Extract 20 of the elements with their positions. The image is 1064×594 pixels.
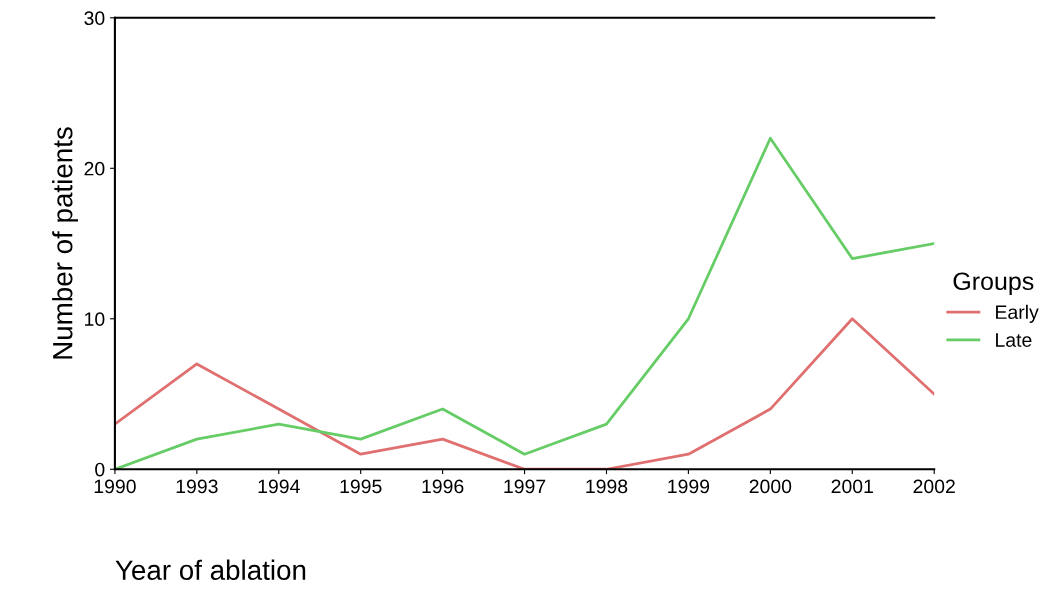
y-axis-title: Number of patients (52, 127, 79, 359)
x-tick-label: 1996 (422, 479, 464, 494)
y-tick-label: 0 (95, 462, 105, 477)
y-tick-label: 10 (85, 312, 105, 327)
x-tick-label: 1990 (94, 479, 136, 494)
x-axis-title: Year of ablation (115, 559, 306, 581)
y-tick-label: 30 (84, 11, 105, 26)
legend-title: Groups (953, 272, 1034, 296)
x-tick-label: 2001 (831, 479, 873, 494)
legend-label: Early (996, 304, 1039, 323)
x-tick-label: 2000 (749, 479, 792, 494)
x-tick-label: 1993 (176, 479, 218, 494)
x-tick-label: 1994 (258, 479, 300, 494)
x-tick-label: 1995 (340, 479, 382, 494)
x-tick-label: 1998 (586, 479, 628, 494)
y-tick-label: 20 (84, 161, 105, 176)
legend-label: Late (996, 333, 1032, 347)
x-tick-label: 1999 (668, 479, 710, 494)
x-tick-label: 1997 (504, 479, 546, 494)
x-tick-label: 2002 (913, 479, 955, 494)
